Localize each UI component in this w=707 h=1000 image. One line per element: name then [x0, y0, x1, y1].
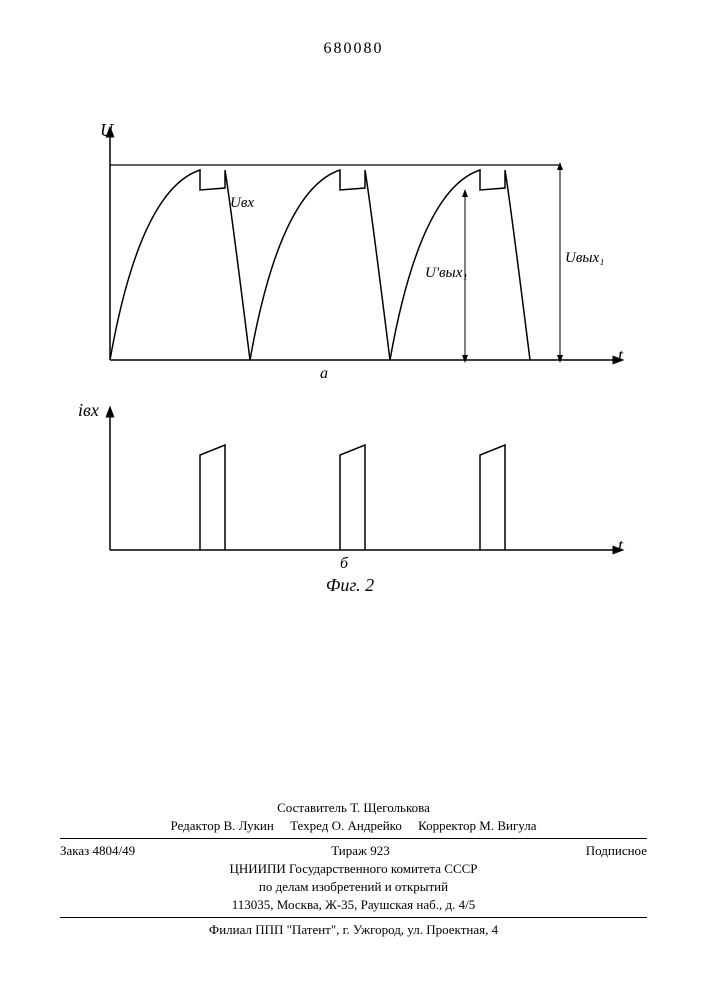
chart-a-sublabel: а	[320, 365, 328, 383]
chart-a-x-label: t	[618, 345, 623, 366]
chart-b-sublabel: б	[340, 555, 348, 573]
chart-a-dim2-label: Uвых₁	[565, 250, 604, 267]
figure-caption: Фиг. 2	[70, 575, 630, 596]
footer-rule-2	[60, 917, 647, 918]
footer-order-line: Заказ 4804/49 Тираж 923 Подписное	[60, 843, 647, 859]
footer-compiler: Составитель Т. Щеголькова	[60, 800, 647, 816]
footer-tirazh: Тираж 923	[331, 843, 390, 859]
footer-address: 113035, Москва, Ж-35, Раушская наб., д. …	[60, 897, 647, 913]
chart-a-svg	[70, 120, 630, 380]
page-number: 680080	[0, 40, 707, 58]
footer-org2: по делам изобретений и открытий	[60, 879, 647, 895]
footer-tehred: Техред О. Андрейко	[290, 818, 402, 833]
chart-a: U t Uвх U'вых₁ Uвых₁ а	[70, 120, 630, 380]
charts-container: U t Uвх U'вых₁ Uвых₁ а iвх t б	[70, 120, 630, 596]
chart-a-y-label: U	[100, 120, 113, 141]
chart-a-uvh-label: Uвх	[230, 195, 254, 212]
chart-b-x-label: t	[618, 535, 623, 556]
chart-b-y-label: iвх	[78, 400, 99, 421]
footer-podpisnoe: Подписное	[586, 843, 647, 859]
footer-rule-1	[60, 838, 647, 839]
footer-filial: Филиал ППП "Патент", г. Ужгород, ул. Про…	[60, 922, 647, 938]
chart-b-svg	[70, 400, 630, 570]
footer: Составитель Т. Щеголькова Редактор В. Лу…	[60, 798, 647, 940]
footer-corrector: Корректор М. Вигула	[418, 818, 536, 833]
chart-a-dim1-label: U'вых₁	[425, 265, 468, 282]
chart-b: iвх t б	[70, 400, 630, 570]
footer-editors: Редактор В. Лукин Техред О. Андрейко Кор…	[60, 818, 647, 834]
footer-order: Заказ 4804/49	[60, 843, 135, 859]
footer-editor: Редактор В. Лукин	[171, 818, 274, 833]
footer-org: ЦНИИПИ Государственного комитета СССР	[60, 861, 647, 877]
